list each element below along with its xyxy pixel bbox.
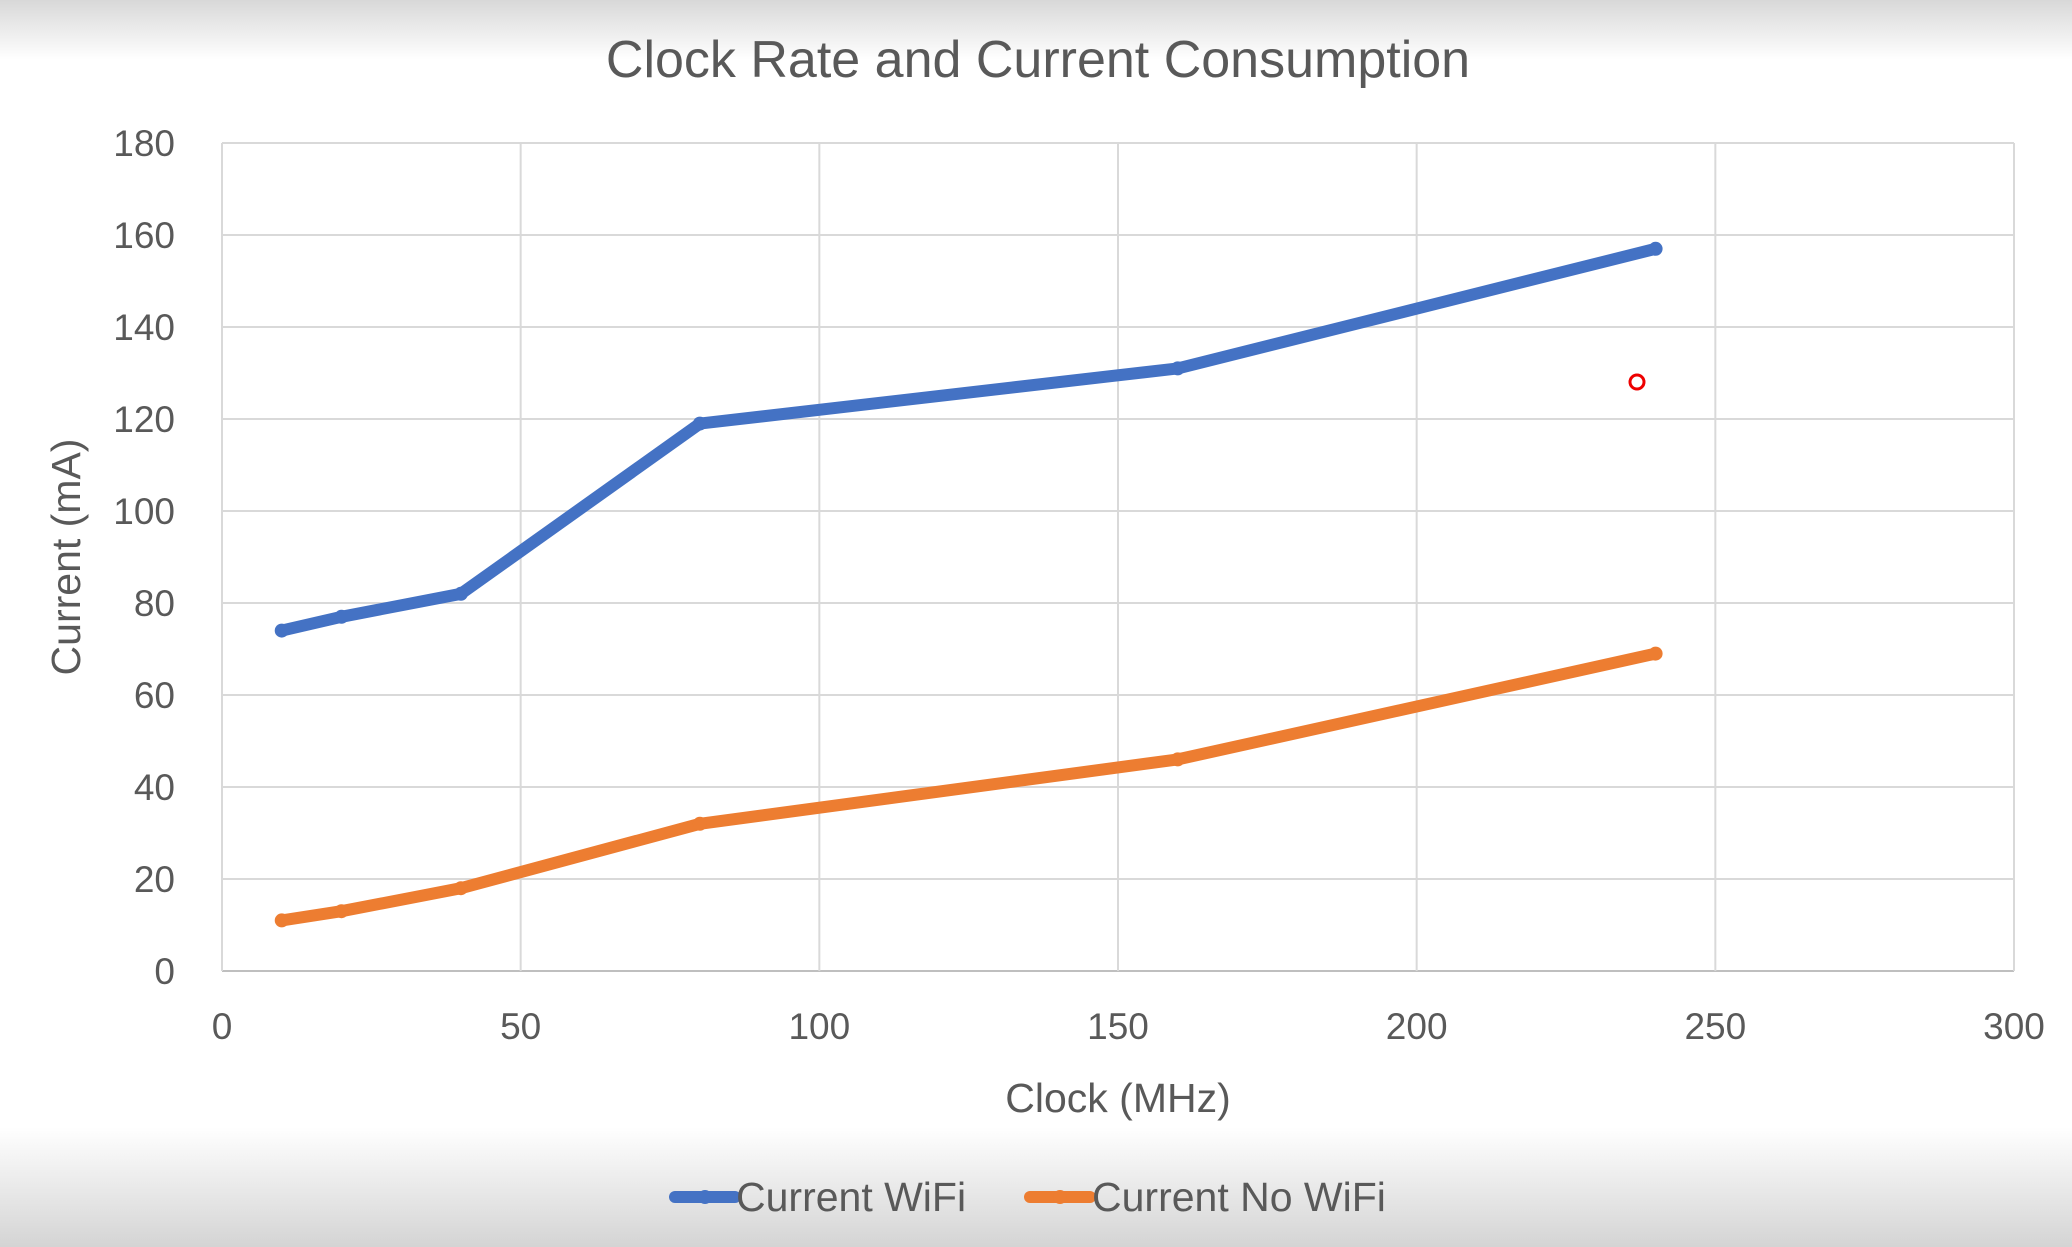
gridlines: [221, 142, 2015, 972]
y-tick-label: 100: [113, 491, 175, 532]
cursor-marker: [1628, 373, 1646, 391]
data-point: [1648, 646, 1663, 661]
tick-labels: 0 20 40 60 80 100 120 140 160 180 0 50 100 150 200 250 3…: [113, 123, 2045, 1047]
x-tick-label: 250: [1684, 1006, 1746, 1047]
data-point: [453, 586, 468, 601]
legend-marker: [698, 1190, 712, 1204]
legend-label: Current WiFi: [736, 1174, 966, 1220]
series-line-1: [275, 647, 1662, 927]
data-point: [1170, 361, 1185, 376]
data-point: [274, 913, 289, 928]
y-axis-label: Current (mA): [43, 439, 89, 676]
y-tick-label: 60: [134, 675, 175, 716]
data-point: [334, 609, 349, 624]
y-tick-label: 120: [113, 399, 175, 440]
data-point: [334, 904, 349, 919]
x-tick-label: 100: [788, 1006, 850, 1047]
x-tick-label: 300: [1983, 1006, 2045, 1047]
frame-shade-bottom: [0, 1127, 2072, 1247]
series-lines: [274, 241, 1663, 928]
y-tick-label: 40: [134, 767, 175, 808]
chart-title: Clock Rate and Current Consumption: [606, 31, 1470, 89]
data-point: [1648, 241, 1663, 256]
y-tick-label: 180: [113, 123, 175, 164]
y-tick-label: 160: [113, 215, 175, 256]
y-tick-label: 20: [134, 859, 175, 900]
data-point: [692, 816, 707, 831]
frame-shade-top: [0, 0, 2072, 60]
y-tick-label: 140: [113, 307, 175, 348]
data-point: [453, 881, 468, 896]
x-tick-label: 150: [1087, 1006, 1149, 1047]
y-tick-label: 80: [134, 583, 175, 624]
x-tick-label: 0: [212, 1006, 233, 1047]
x-tick-label: 50: [500, 1006, 541, 1047]
data-point: [274, 623, 289, 638]
legend-label: Current No WiFi: [1092, 1174, 1386, 1220]
y-tick-label: 0: [154, 951, 175, 992]
series-line-0: [275, 242, 1662, 637]
x-axis-label: Clock (MHz): [1005, 1075, 1230, 1121]
legend-marker: [1053, 1190, 1067, 1204]
data-point: [692, 416, 707, 431]
x-tick-label: 200: [1386, 1006, 1448, 1047]
data-point: [1170, 752, 1185, 767]
legend: Current WiFi Current No WiFi: [669, 1174, 1386, 1220]
